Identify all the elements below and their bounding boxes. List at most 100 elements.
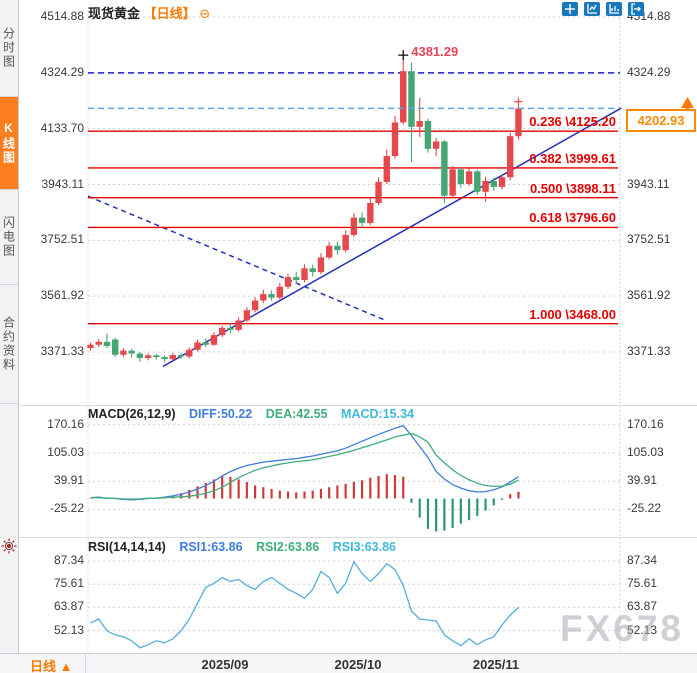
candle-body	[358, 217, 366, 223]
axis-fit-icon[interactable]	[606, 2, 622, 16]
rsi-axis-label: 87.34	[627, 553, 658, 567]
candle-body	[383, 156, 390, 182]
macd-axis-label: 170.16	[47, 416, 84, 431]
watermark: FX678	[560, 608, 685, 649]
y-axis-label: 3561.92	[40, 288, 84, 303]
candle-body	[284, 277, 292, 287]
candle-body	[325, 245, 333, 258]
macd-axis-label: 39.91	[53, 473, 84, 488]
period-selector[interactable]: 日线 ▲	[30, 659, 73, 673]
macd-axis-label: 105.03	[47, 444, 84, 459]
candle-body	[474, 171, 481, 192]
candle-body	[111, 339, 119, 355]
macd-axis-label: 170.16	[627, 416, 664, 431]
macd-axis-label: 39.91	[627, 473, 658, 488]
sidebar: 分时图 K线图 闪电图 合约资料	[0, 0, 19, 653]
candle-body	[465, 171, 473, 184]
move-icon[interactable]	[562, 2, 578, 16]
x-axis-label: 2025/09	[201, 657, 249, 672]
rsi-axis-label: 52.13	[627, 622, 658, 637]
fib-label: 0.618 \3796.60	[529, 210, 616, 226]
sidebar-item-contract-info[interactable]: 合约资料	[0, 285, 18, 404]
exit-right-icon[interactable]	[628, 2, 644, 16]
rsi-axis-label: 52.13	[53, 622, 84, 637]
rsi-line	[90, 560, 519, 649]
candle-body	[177, 355, 185, 357]
candle-body	[400, 71, 407, 123]
y-axis-label: 3943.11	[41, 176, 85, 191]
candle-body	[128, 350, 135, 354]
candle-body	[144, 355, 152, 358]
y-axis-label: 3943.11	[627, 176, 670, 191]
candle-body	[317, 257, 325, 273]
fib-label: 0.382 \3999.61	[529, 150, 616, 166]
macd-legend: MACD(26,12,9) DIFF:50.22 DEA:42.55 MACD:…	[88, 407, 424, 421]
candle-body	[161, 357, 168, 360]
macd-axis-label: 105.03	[627, 444, 664, 459]
peak-price-annotation: 4381.29	[411, 44, 459, 60]
candle-body	[227, 327, 234, 330]
chart-title: 现货黄金 【日线】 ⊖	[88, 3, 210, 22]
candle-body	[202, 342, 209, 345]
candle-body	[432, 141, 440, 149]
candle-body	[498, 177, 506, 187]
rsi-axis-label: 75.61	[627, 576, 658, 591]
rsi-axis-label: 75.61	[53, 576, 84, 591]
rsi-axis-label: 63.87	[53, 599, 84, 614]
candle-body	[243, 310, 251, 321]
axis-scale-icon[interactable]	[584, 2, 600, 16]
rsi-params: RSI(14,14,14)	[88, 540, 166, 554]
fib-label: 0.236 \4125.20	[529, 114, 616, 130]
candle-body	[218, 327, 226, 336]
candle-body	[103, 341, 111, 346]
rsi3-value: RSI3:63.86	[332, 540, 396, 554]
y-axis-label: 3752.51	[627, 232, 671, 247]
candle-body	[490, 181, 497, 187]
candle-body	[457, 169, 465, 184]
fib-label: 1.000 \3468.00	[529, 306, 616, 322]
live-indicator-icon	[1, 538, 17, 554]
candle-body	[391, 122, 399, 157]
macd-axis-label: -25.22	[49, 501, 84, 516]
candle-body	[515, 108, 522, 137]
bottom-bar-divider	[85, 654, 86, 673]
macd-dea-line	[90, 432, 519, 500]
candle-body	[210, 335, 218, 345]
candle-body	[408, 71, 415, 127]
macd-hist-value: MACD:15.34	[341, 407, 414, 421]
rsi2-value: RSI2:63.86	[256, 540, 320, 554]
candle-body	[95, 341, 102, 345]
arrow-up-icon: ▲	[59, 659, 73, 673]
candle-body	[309, 268, 316, 273]
sidebar-item-lightning[interactable]: 闪电图	[0, 190, 18, 285]
candle-body	[301, 268, 308, 281]
candle-body	[136, 353, 144, 358]
collapse-icon[interactable]: ⊖	[199, 6, 211, 21]
macd-dea-value: DEA:42.55	[265, 407, 328, 421]
candle-body	[424, 120, 432, 149]
rsi-axis-label: 87.34	[53, 553, 84, 567]
macd-params: MACD(26,12,9)	[88, 407, 176, 421]
rsi-legend: RSI(14,14,14) RSI1:63.86 RSI2:63.86 RSI3…	[88, 540, 406, 554]
fib-label: 0.500 \3898.11	[529, 180, 616, 196]
bottom-bar: 日线 ▲ 2025/09 2025/10 2025/11	[0, 653, 697, 673]
candle-body	[293, 277, 300, 281]
candle-body	[334, 245, 341, 251]
y-axis-label: 3561.92	[627, 288, 671, 303]
macd-diff-line	[90, 424, 519, 501]
candle-body	[449, 169, 456, 196]
y-axis-label: 4324.29	[627, 64, 671, 79]
sidebar-item-timeshare[interactable]: 分时图	[0, 0, 18, 97]
y-axis-label: 3371.33	[627, 344, 671, 358]
candle-body	[169, 355, 176, 360]
candle-body	[441, 141, 448, 196]
candle-body	[251, 300, 259, 311]
candle-body	[153, 355, 160, 358]
symbol-name: 现货黄金	[88, 6, 141, 21]
candle-body	[186, 349, 193, 357]
sidebar-item-kline[interactable]: K线图	[0, 97, 18, 190]
rsi1-value: RSI1:63.86	[179, 540, 243, 554]
candle-body	[260, 294, 267, 301]
